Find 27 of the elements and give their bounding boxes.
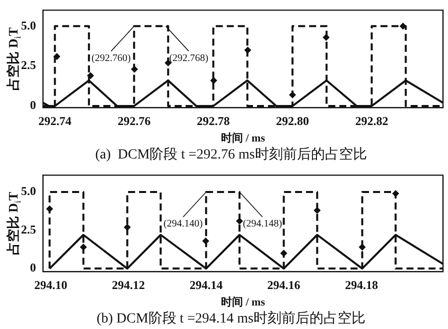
x-axis-title: 时间 / ms [221, 131, 266, 144]
x-tick-label: 292.76 [118, 114, 151, 128]
annotation: (292.768) [169, 52, 208, 64]
y-tick-label: 5.0 [21, 18, 36, 32]
x-tick-label: 292.78 [196, 114, 230, 128]
annotation: (294.140) [164, 218, 203, 230]
y-tick-label: 2.5 [21, 222, 36, 236]
annotation: (294.148) [242, 218, 282, 230]
x-tick-label: 292.82 [355, 114, 388, 128]
y-tick-label: 0 [30, 260, 36, 275]
text: (a) DCM阶段 t =292.76 ms时刻前后的占空比 [95, 146, 367, 162]
y-axis-title: 占空比 DiT [5, 192, 22, 255]
x-tick-label: 294.14 [190, 278, 223, 292]
y-tick-label: 5.0 [21, 184, 36, 198]
x-tick-label: 292.80 [276, 114, 310, 128]
x-axis-title: 时间 / ms [221, 295, 266, 308]
y-tick-label: 2.5 [21, 58, 36, 72]
y-axis-title: 占空比 DiT [5, 27, 22, 90]
annotation: (292.760) [92, 52, 131, 64]
x-tick-label: 292.74 [38, 114, 72, 128]
x-tick-label: 294.10 [34, 278, 68, 292]
x-tick-label: 294.18 [344, 278, 378, 292]
point [87, 72, 94, 79]
x-tick-label: 294.16 [267, 278, 300, 292]
y-tick-label: 0 [30, 98, 36, 112]
text: (b) DCM阶段 t =294.14 ms时刻前后的占空比 [96, 310, 366, 326]
x-tick-label: 294.12 [112, 278, 145, 292]
